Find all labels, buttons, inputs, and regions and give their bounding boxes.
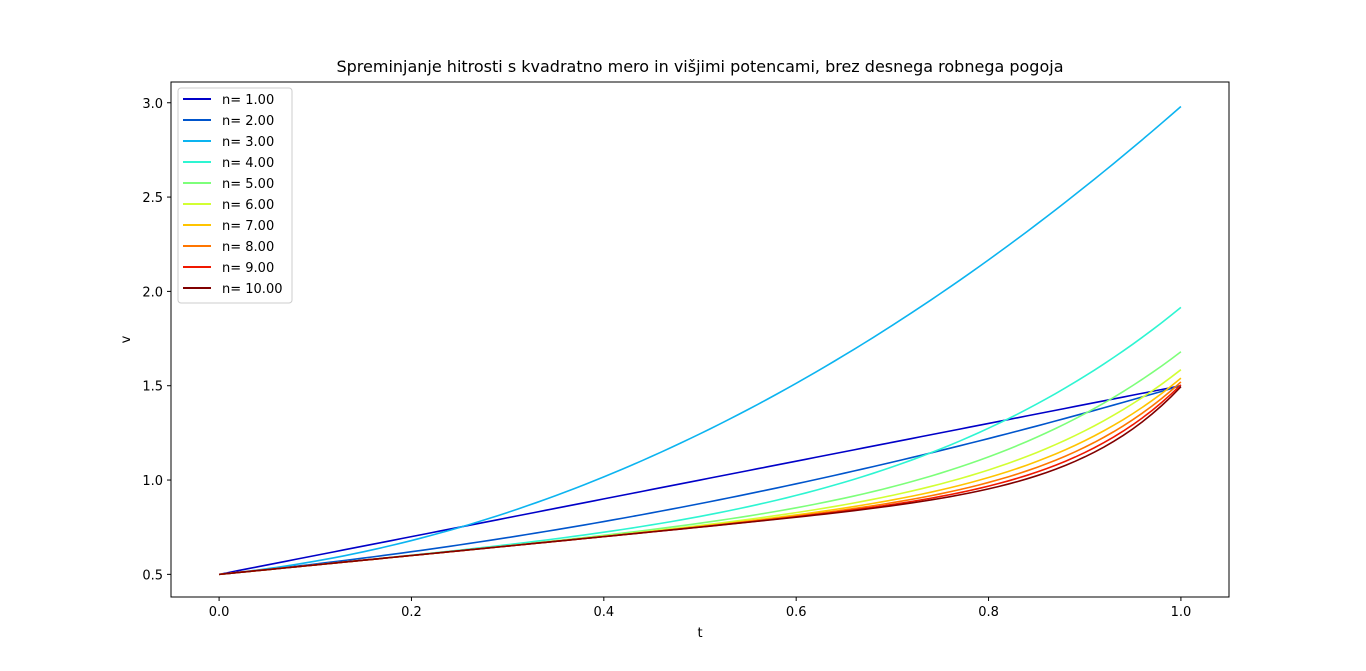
x-tick-label: 0.0 <box>209 605 230 620</box>
y-tick-label: 2.5 <box>142 191 163 206</box>
legend-label: n= 4.00 <box>222 156 274 171</box>
x-tick-label: 0.2 <box>401 605 422 620</box>
legend-label: n= 2.00 <box>222 114 274 129</box>
y-axis: 0.5 1.0 1.5 2.0 2.5 3.0 <box>142 97 171 583</box>
series-line-3 <box>219 105 1182 576</box>
x-tick-label: 1.0 <box>1171 605 1192 620</box>
plot-area <box>171 82 1229 597</box>
x-axis-label: t <box>697 626 702 641</box>
plot-frame <box>170 81 1230 598</box>
x-tick-label: 0.8 <box>978 605 999 620</box>
y-tick-label: 0.5 <box>142 568 163 583</box>
y-tick-label: 1.0 <box>142 474 163 489</box>
legend: n= 1.00 n= 2.00 n= 3.00 n= 4.00 n= 5.00 n= 6.… <box>177 87 293 304</box>
legend-label: n= 10.00 <box>222 282 282 297</box>
x-tick-label: 0.6 <box>786 605 807 620</box>
y-tick-label: 3.0 <box>142 97 163 112</box>
y-axis-label: v <box>119 335 134 343</box>
legend-label: n= 6.00 <box>222 198 274 213</box>
x-tick-label: 0.4 <box>593 605 614 620</box>
legend-label: n= 3.00 <box>222 135 274 150</box>
chart-title: Spreminjanje hitrosti s kvadratno mero i… <box>336 57 1063 76</box>
series-line-10 <box>219 386 1182 576</box>
legend-label: n= 9.00 <box>222 261 274 276</box>
y-tick-label: 1.5 <box>142 380 163 395</box>
series-line-2 <box>219 384 1182 576</box>
legend-label: n= 7.00 <box>222 219 274 234</box>
series-line-1 <box>218 384 1182 576</box>
legend-label: n= 1.00 <box>222 93 274 108</box>
legend-label: n= 5.00 <box>222 177 274 192</box>
y-tick-label: 2.0 <box>142 285 163 300</box>
series-group <box>218 105 1182 576</box>
x-axis: 0.0 0.2 0.4 0.6 0.8 1.0 <box>209 597 1192 620</box>
legend-label: n= 8.00 <box>222 240 274 255</box>
